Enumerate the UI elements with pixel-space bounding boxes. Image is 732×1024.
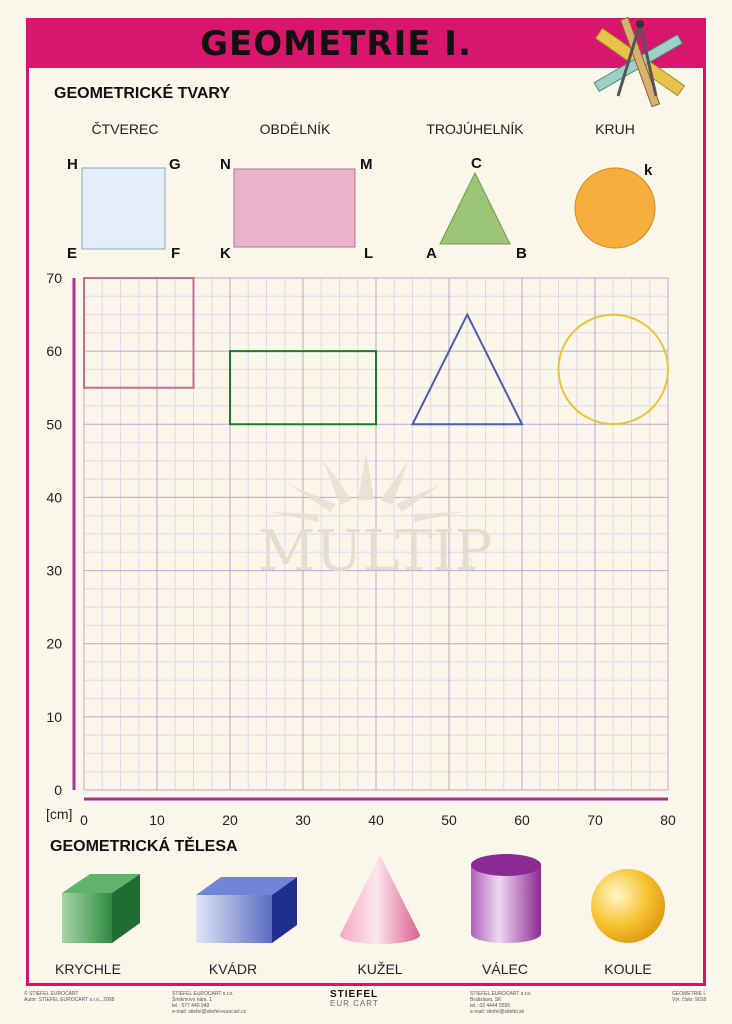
x-tick-label: 0 [80, 812, 88, 828]
footer-line: STIEFEL EUROCART s.r.o. [172, 991, 234, 997]
cone-solid [340, 855, 420, 944]
circle-label-k: k [644, 162, 653, 179]
grid-triangle [410, 312, 524, 426]
cuboid-solid [196, 877, 297, 943]
shape-name-rectangle: OBDÉLNÍK [259, 121, 331, 137]
cube-solid [62, 874, 140, 943]
rectangle-shape [233, 168, 356, 248]
x-tick-label: 50 [441, 812, 457, 828]
footer-right: GEOMETRIE I. Výr. číslo: 9018 [672, 991, 706, 1003]
x-tick-label: 70 [587, 812, 603, 828]
vertex-k: K [220, 245, 231, 262]
x-tick-label: 30 [295, 812, 311, 828]
footer-line: Bratislava, SK [470, 997, 502, 1003]
title-banner: GEOMETRIE I. [26, 18, 706, 68]
y-tick-label: 70 [46, 270, 62, 286]
unit-label: [cm] [46, 806, 73, 822]
x-tick-label: 10 [149, 812, 165, 828]
footer-center-left: STIEFEL EUROCART s.r.o. Šmikmovo nám. 1 … [172, 991, 246, 1015]
shapes-heading: GEOMETRICKÉ TVARY [54, 85, 231, 102]
y-tick-label: 0 [54, 782, 62, 798]
vertex-e: E [67, 245, 78, 262]
footer-line: tel.: 02 4444 5555 [470, 1003, 511, 1009]
circle-shape [574, 167, 656, 249]
y-tick-label: 30 [46, 563, 62, 579]
shape-name-square: ČTVEREC [91, 121, 159, 137]
y-tick-label: 60 [46, 343, 62, 359]
x-tick-label: 40 [368, 812, 384, 828]
solid-name-cone: KUŽEL [357, 961, 403, 977]
x-tick-label: 20 [222, 812, 238, 828]
vertex-a: A [426, 245, 437, 262]
footer-line: tel.: 577 440 940 [172, 1003, 210, 1009]
y-tick-label: 10 [46, 709, 62, 725]
vertex-n: N [220, 156, 231, 173]
footer-line: Výr. číslo: 9018 [672, 997, 707, 1003]
brand-logo-sub: EUR CART [330, 999, 379, 1008]
solids-heading: GEOMETRICKÁ TĚLESA [50, 838, 238, 855]
footer-line: Šmikmovo nám. 1 [172, 997, 213, 1003]
footer-center-right: STIEFEL EUROCART s.r.o. Bratislava, SK t… [470, 991, 532, 1015]
cylinder-solid [471, 854, 541, 943]
triangle-shape [439, 171, 511, 245]
shape-name-circle: KRUH [595, 121, 635, 137]
vertex-h: H [67, 156, 78, 173]
vertex-g: G [169, 156, 181, 173]
footer-line: GEOMETRIE I. [672, 991, 707, 997]
y-tick-label: 20 [46, 636, 62, 652]
footer-line: e-mail: stiefel@stiefel-eurocart.cz [172, 1009, 246, 1015]
vertex-f: F [171, 245, 181, 262]
grid-rectangle [229, 350, 377, 426]
footer-left: © STIEFEL EUROCART Autor: STIEFEL EUROCA… [24, 991, 114, 1003]
vertex-c: C [471, 155, 482, 172]
x-tick-label: 60 [514, 812, 530, 828]
solid-name-cuboid: KVÁDR [208, 961, 258, 977]
footer-left-line: © STIEFEL EUROCART [24, 991, 79, 997]
solid-name-cylinder: VÁLEC [482, 961, 528, 977]
x-tick-label: 80 [660, 812, 676, 828]
grid-square [83, 277, 195, 389]
grid-circle [557, 313, 669, 426]
vertex-b: B [516, 245, 527, 262]
page-title: GEOMETRIE I. [200, 24, 472, 64]
solid-name-sphere: KOULE [604, 961, 652, 977]
sphere-solid [591, 869, 665, 943]
y-tick-label: 40 [46, 489, 62, 505]
brand-logo: STIEFEL [330, 989, 379, 1000]
vertex-m: M [360, 156, 373, 173]
solid-name-cube: KRYCHLE [55, 961, 121, 977]
square-shape [81, 167, 166, 250]
footer-line: STIEFEL EUROCART s.r.o. [470, 991, 532, 997]
footer-line: e-mail: stiefel@stiefel.sk [470, 1009, 524, 1015]
vertex-l: L [364, 245, 374, 262]
y-tick-label: 50 [46, 416, 62, 432]
shape-name-triangle: TROJÚHELNÍK [426, 121, 524, 137]
footer-left-line: Autor: STIEFEL EUROCART s.r.o., 2008 [24, 997, 115, 1003]
